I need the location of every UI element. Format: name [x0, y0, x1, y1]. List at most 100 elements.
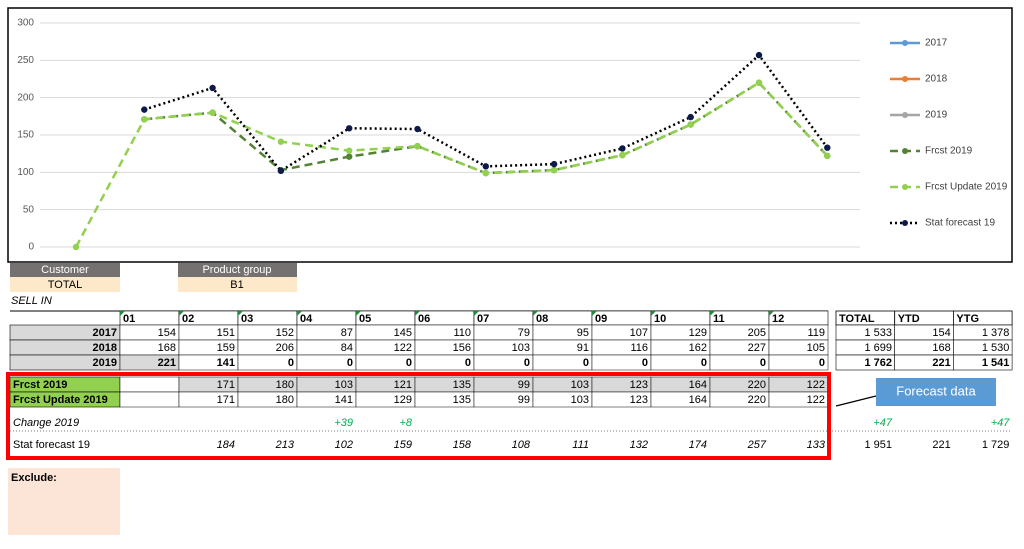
month-header: 03 [241, 313, 253, 325]
cell-value: 99 [518, 379, 530, 391]
series-line [74, 81, 829, 248]
cell-value: 99 [518, 394, 530, 406]
cell-value: 116 [630, 342, 648, 354]
cell-value: 91 [577, 342, 589, 354]
cell-value: 122 [807, 379, 825, 391]
month-header: 12 [772, 313, 784, 325]
data-point [687, 121, 694, 128]
legend-marker [902, 40, 908, 46]
cell-value: 132 [630, 439, 648, 451]
cell-value: 184 [217, 439, 235, 451]
cell-value: 151 [217, 327, 235, 339]
cell-value: 221 [158, 357, 176, 369]
cell-value: 0 [288, 357, 294, 369]
filter-label: Customer [41, 264, 89, 276]
comment-indicator [238, 311, 243, 316]
callout-box [876, 378, 996, 406]
data-point [550, 160, 558, 168]
cell-value: 129 [689, 327, 707, 339]
cell-value: 121 [394, 379, 412, 391]
cell-value: 0 [465, 357, 471, 369]
data-point [550, 166, 558, 174]
data-point [482, 163, 489, 170]
row-label: Stat forecast 19 [13, 439, 90, 451]
total-value: +47 [873, 417, 893, 429]
data-point [619, 145, 626, 152]
cell-value: 168 [158, 342, 176, 354]
month-header: 11 [713, 313, 725, 325]
filter-value-box [10, 277, 120, 292]
row-label: 2019 [93, 357, 117, 369]
y-tick-label: 150 [17, 130, 34, 141]
cell-value: 180 [276, 394, 294, 406]
cell-value: 122 [807, 394, 825, 406]
legend-label: 2019 [925, 110, 948, 121]
cell-value: 159 [394, 439, 412, 451]
data-point [755, 79, 763, 86]
cell-value: 135 [453, 379, 471, 391]
cell-value: 159 [217, 342, 235, 354]
cell-value: 0 [642, 357, 648, 369]
cell [119, 391, 180, 408]
section-label: SELL IN [11, 295, 52, 307]
total-cell [953, 354, 1013, 371]
y-tick-label: 50 [23, 204, 35, 215]
cell-value: 79 [518, 327, 530, 339]
comment-indicator [710, 311, 715, 316]
total-value: 1 378 [982, 327, 1010, 339]
data-point [687, 113, 694, 121]
data-point [346, 153, 353, 160]
cell-value: 87 [341, 327, 353, 339]
data-point [209, 84, 216, 92]
cell-value: 0 [760, 357, 766, 369]
cell-value: 152 [276, 327, 294, 339]
cell-value: 0 [347, 357, 353, 369]
total-value: 154 [932, 327, 950, 339]
legend-marker [902, 184, 908, 190]
cell-value: 213 [275, 439, 295, 451]
cell-value: 123 [630, 379, 648, 391]
month-header: 07 [477, 313, 489, 325]
comment-indicator [297, 311, 302, 316]
filter-label: Product group [202, 264, 271, 276]
cell-value: 129 [394, 394, 412, 406]
total-header: YTD [898, 313, 920, 325]
data-point [346, 147, 353, 154]
exclude-box [8, 468, 120, 535]
cell-value: 154 [158, 327, 176, 339]
cell-value: 141 [335, 394, 353, 406]
filter-header [178, 263, 297, 277]
cell-value: 103 [335, 379, 353, 391]
y-tick-label: 200 [17, 92, 34, 103]
data-point [619, 151, 626, 159]
data-point [755, 51, 763, 59]
cell-value: 110 [453, 327, 471, 339]
cell-value: 123 [630, 394, 648, 406]
legend-marker [902, 220, 908, 226]
data-point [209, 109, 216, 116]
filter-header [10, 263, 120, 277]
comment-indicator [356, 311, 361, 316]
row-label: Change 2019 [13, 417, 79, 429]
data-point [141, 106, 148, 113]
total-value: +47 [991, 417, 1011, 429]
data-point [824, 144, 831, 151]
month-header: 01 [123, 313, 135, 325]
total-value: 1 541 [982, 357, 1010, 369]
legend-marker [902, 76, 908, 82]
cell-value: 205 [748, 327, 766, 339]
month-header: 10 [654, 313, 666, 325]
month-header: 08 [536, 313, 548, 325]
filter-value-box [178, 277, 297, 292]
comment-indicator [533, 311, 538, 316]
cell-value: 102 [335, 439, 353, 451]
cell-value: 0 [524, 357, 530, 369]
cell [119, 376, 180, 393]
total-value: 168 [932, 342, 950, 354]
cell-value: 105 [807, 342, 825, 354]
highlight-box [6, 372, 831, 460]
filter-value: B1 [230, 279, 243, 291]
cell-value: 180 [276, 379, 294, 391]
comment-indicator [592, 311, 597, 316]
